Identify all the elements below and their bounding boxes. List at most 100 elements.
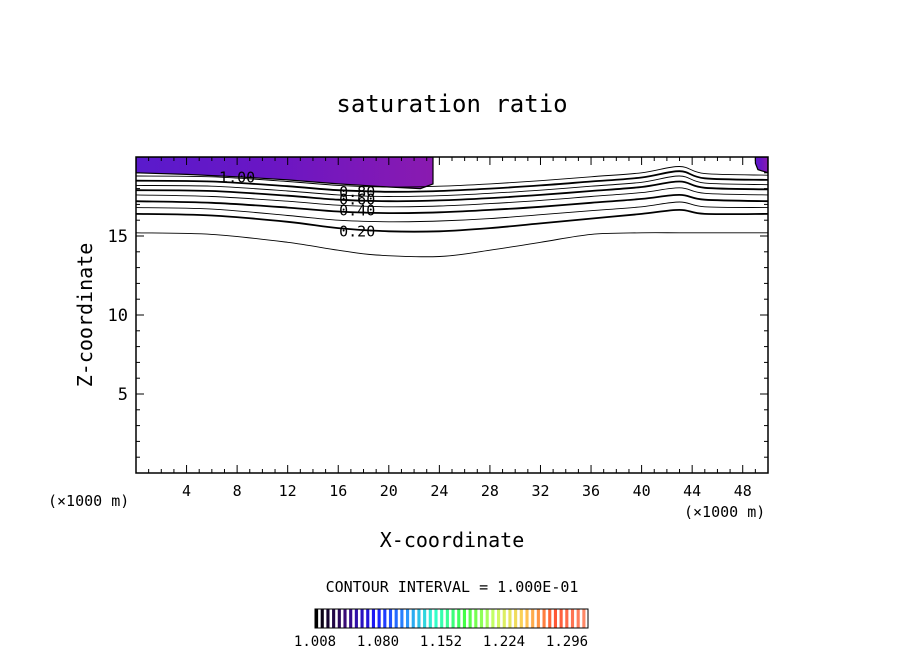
x-unit-label-left: (×1000 m) [48, 492, 129, 510]
colorbar-swatch [320, 609, 324, 628]
contour-label: 0.40 [339, 202, 375, 220]
x-tick-label: 40 [633, 482, 651, 500]
contour-line-0-5 [136, 187, 768, 208]
colorbar-swatch [326, 609, 330, 628]
colorbar-swatch [411, 609, 415, 628]
colorbar-swatch [582, 609, 586, 628]
x-tick-labels: 4 8 12 16 20 24 28 32 36 40 44 48 [182, 482, 752, 500]
colorbar-swatch [468, 609, 472, 628]
colorbar-swatch [565, 609, 569, 628]
contour-lines [136, 166, 768, 258]
colorbar-swatch [485, 609, 489, 628]
colorbar-frame [314, 608, 589, 629]
colorbar-swatch [354, 609, 358, 628]
contour-line-0-7 [136, 175, 768, 197]
x-unit-label-right: (×1000 m) [684, 503, 765, 521]
chart-title: saturation ratio [336, 90, 567, 118]
colorbar-swatch [315, 609, 319, 628]
colorbar-swatch [360, 609, 364, 628]
colorbar-swatch [366, 609, 370, 628]
contour-label: 0.80 [339, 183, 375, 201]
y-tick-label: 15 [108, 227, 128, 247]
colorbar-tick-label: 1.152 [420, 634, 462, 650]
colorbar-tick-label: 1.296 [546, 634, 588, 650]
colorbar-swatch [371, 609, 376, 628]
colorbar-swatch [502, 609, 506, 628]
x-tick-label: 48 [734, 482, 752, 500]
colorbar-swatch [479, 609, 484, 628]
x-tick-label: 16 [329, 482, 347, 500]
y-tick-labels: 5 10 15 [108, 227, 128, 405]
contour-labels: 1.00 0.800.600.40 0.20 [219, 169, 375, 241]
shaded-regions [136, 157, 768, 190]
colorbar-swatch [423, 609, 427, 628]
x-axis-label: X-coordinate [380, 528, 525, 552]
shaded-region-1 [136, 157, 434, 190]
colorbar-swatch [434, 609, 438, 628]
x-tick-label: 8 [233, 482, 242, 500]
y-tick-label: 5 [118, 385, 128, 405]
colorbar-swatch [525, 609, 529, 628]
axis-ticks [136, 157, 768, 473]
colorbar-swatch [332, 609, 336, 628]
colorbar-swatch [514, 609, 518, 628]
colorbar-swatch [462, 609, 467, 628]
contour-line-0-9 [136, 166, 768, 188]
colorbar [314, 608, 589, 629]
contour-line-0-8 [136, 170, 768, 193]
colorbar-swatch [383, 609, 387, 628]
x-tick-label: 20 [380, 482, 398, 500]
colorbar-swatch [428, 609, 432, 628]
colorbar-swatch [474, 609, 478, 628]
colorbar-tick-label: 1.224 [483, 634, 525, 650]
colorbar-swatch [570, 609, 575, 628]
x-tick-label: 12 [279, 482, 297, 500]
colorbar-swatch [542, 609, 546, 628]
x-tick-label: 44 [683, 482, 701, 500]
colorbar-swatch [548, 609, 552, 628]
colorbar-swatch [497, 609, 501, 628]
colorbar-swatch [377, 609, 381, 628]
colorbar-swatch [440, 609, 444, 628]
x-tick-label: 4 [182, 482, 191, 500]
colorbar-swatch [406, 609, 410, 628]
contour-line-0-1 [136, 232, 768, 258]
y-axis-label: Z-coordinate [73, 243, 97, 388]
colorbar-swatch [343, 609, 347, 628]
contour-line-0-3 [136, 201, 768, 223]
colorbar-swatch [417, 609, 421, 628]
y-tick-label: 10 [108, 306, 128, 326]
colorbar-swatch [531, 609, 535, 628]
colorbar-swatch [457, 609, 461, 628]
colorbar-tick-label: 1.080 [357, 634, 399, 650]
colorbar-tick-label: 1.008 [294, 634, 336, 650]
colorbar-swatch [451, 609, 455, 628]
colorbar-swatch [576, 609, 580, 628]
colorbar-swatch [388, 609, 393, 628]
colorbar-swatch [519, 609, 523, 628]
shaded-region-2 [754, 157, 768, 174]
colorbar-swatch [508, 609, 512, 628]
x-tick-label: 36 [582, 482, 600, 500]
colorbar-swatch [349, 609, 353, 628]
colorbar-swatch [337, 609, 341, 628]
x-tick-label: 32 [531, 482, 549, 500]
contour-interval-label: CONTOUR INTERVAL = 1.000E-01 [326, 578, 579, 596]
contour-label: 0.60 [339, 191, 375, 209]
contour-label: 1.00 [219, 169, 255, 187]
colorbar-swatch [491, 609, 495, 628]
contour-label: 0.20 [339, 222, 375, 240]
colorbar-swatch [400, 609, 404, 628]
x-tick-label: 28 [481, 482, 499, 500]
contour-line-0-4 [136, 193, 768, 215]
contour-line-0-2 [136, 208, 768, 233]
x-tick-label: 24 [430, 482, 448, 500]
colorbar-swatch [553, 609, 558, 628]
colorbar-swatch [536, 609, 540, 628]
colorbar-swatch [445, 609, 449, 628]
contour-line-0-6 [136, 180, 768, 203]
colorbar-swatch [559, 609, 563, 628]
colorbar-swatch [394, 609, 398, 628]
colorbar-tick-labels: 1.008 1.080 1.152 1.224 1.296 [294, 634, 588, 650]
